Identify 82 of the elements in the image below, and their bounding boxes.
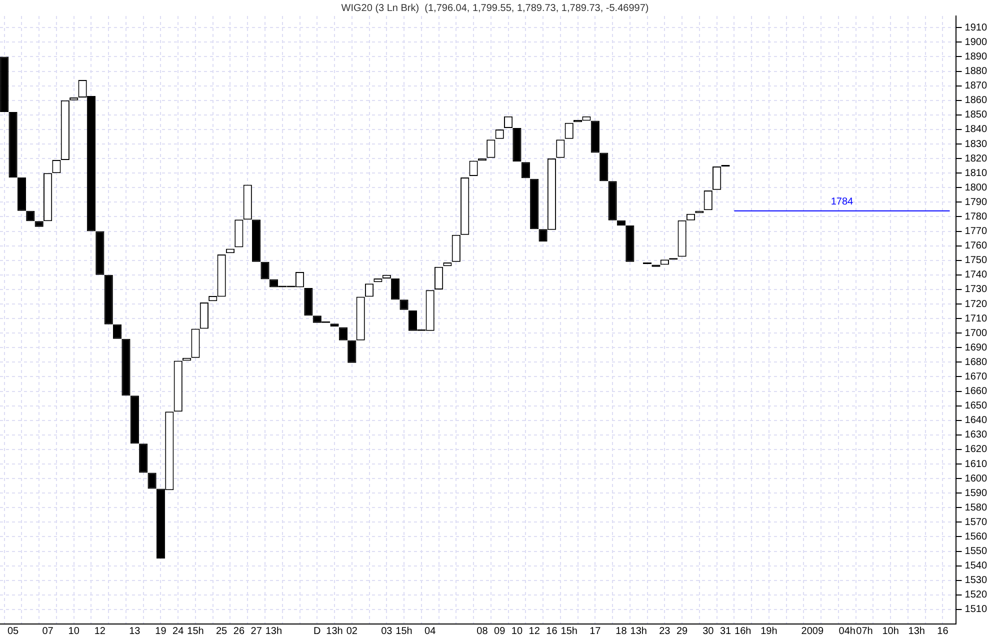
ref-line-label: 1784: [830, 196, 854, 208]
y-tick-label: 1590: [964, 488, 988, 499]
y-tick-label: 1840: [964, 124, 988, 136]
x-tick-label: 13h: [630, 626, 647, 637]
x-tick-label: 2009: [801, 626, 824, 637]
x-tick-label: 02: [346, 626, 358, 637]
y-tick-label: 1640: [964, 415, 988, 426]
x-tick-label: 07: [42, 626, 54, 637]
y-tick-label: 1850: [964, 110, 988, 121]
y-tick-label: 1540: [964, 560, 988, 572]
x-tick-label: 15h: [187, 626, 204, 637]
y-tick-label: 1680: [964, 356, 988, 368]
x-tick-label: 09: [494, 626, 506, 637]
x-tick-label: 23: [659, 626, 671, 637]
y-tick-label: 1790: [964, 196, 988, 208]
x-tick-label: 15h: [560, 626, 578, 637]
x-tick-label: 25: [216, 626, 228, 637]
y-tick-label: 1650: [964, 400, 988, 412]
x-tick-label: 10: [68, 626, 80, 637]
x-tick-label: 17: [590, 626, 602, 637]
x-tick-label: 26: [233, 626, 245, 637]
y-tick-label: 1520: [964, 590, 988, 601]
y-tick-label: 1810: [964, 168, 988, 179]
x-tick-label: 29: [676, 626, 688, 637]
x-tick-label: 04: [424, 626, 436, 637]
x-tick-label: 27: [250, 626, 262, 637]
x-tick-label: 31: [720, 626, 732, 637]
y-tick-label: 1700: [964, 328, 988, 339]
y-tick-label: 1600: [964, 473, 988, 484]
y-tick-label: 1660: [964, 386, 988, 398]
y-tick-label: 1800: [964, 182, 988, 194]
x-tick-label: 03: [381, 626, 393, 637]
y-tick-label: 1910: [964, 22, 988, 34]
x-tick-label: 12: [94, 626, 106, 637]
x-tick-label: 12: [528, 626, 540, 637]
y-tick-label: 1870: [964, 80, 988, 92]
y-tick-label: 1620: [964, 444, 988, 456]
x-tick-label: 16h: [734, 626, 752, 637]
x-tick-label: D: [314, 626, 321, 637]
x-tick-label: 24: [172, 626, 184, 637]
x-tick-label: 05: [7, 626, 20, 637]
y-tick-label: 1780: [964, 211, 988, 222]
chart-title: WIG20 (3 Ln Brk) (1,796.04, 1,799.55, 1,789.73, 1,789.73, -5.46997): [341, 2, 649, 14]
y-tick-label: 1750: [964, 255, 988, 266]
y-tick-label: 1670: [964, 371, 988, 382]
y-tick-label: 1610: [964, 458, 988, 470]
x-tick-label: 16: [937, 626, 949, 637]
x-tick-label: 30: [702, 626, 714, 637]
x-tick-label: 13h: [908, 626, 925, 637]
x-tick-label: 10: [511, 626, 523, 637]
y-tick-label: 1770: [964, 226, 988, 238]
x-tick-label: 15h: [396, 626, 412, 637]
x-tick-label: 13: [129, 626, 141, 637]
y-tick-label: 1710: [964, 313, 988, 324]
x-tick-label: 19: [155, 626, 167, 637]
y-tick-label: 1760: [964, 240, 988, 252]
y-tick-label: 1580: [964, 502, 988, 514]
x-tick-label: 10h: [882, 626, 899, 637]
y-tick-label: 1530: [964, 575, 988, 586]
x-tick-label: 04h: [838, 626, 856, 637]
y-tick-label: 1740: [964, 270, 988, 281]
x-tick-label: 19h: [760, 626, 778, 637]
x-tick-label: 07h: [856, 626, 873, 637]
x-tick-label: 13h: [326, 626, 343, 637]
y-tick-label: 1730: [964, 284, 988, 296]
x-tick-label: 16: [546, 626, 558, 637]
x-tick-label: 08: [476, 626, 488, 637]
x-tick-label: 13h: [265, 626, 282, 637]
x-tick-label: 18: [616, 626, 628, 637]
y-tick-label: 1560: [964, 531, 988, 542]
y-tick-label: 1570: [964, 516, 988, 528]
y-tick-label: 1830: [964, 138, 988, 150]
y-tick-label: 1860: [964, 95, 988, 106]
y-tick-label: 1900: [964, 36, 988, 48]
y-tick-label: 1890: [964, 51, 988, 62]
y-tick-label: 1690: [964, 342, 988, 354]
y-tick-label: 1880: [964, 66, 988, 78]
y-tick-label: 1630: [964, 430, 988, 441]
y-tick-label: 1720: [964, 298, 988, 310]
y-tick-label: 1820: [964, 153, 988, 164]
y-tick-label: 1510: [964, 604, 988, 616]
y-tick-label: 1550: [964, 546, 988, 558]
